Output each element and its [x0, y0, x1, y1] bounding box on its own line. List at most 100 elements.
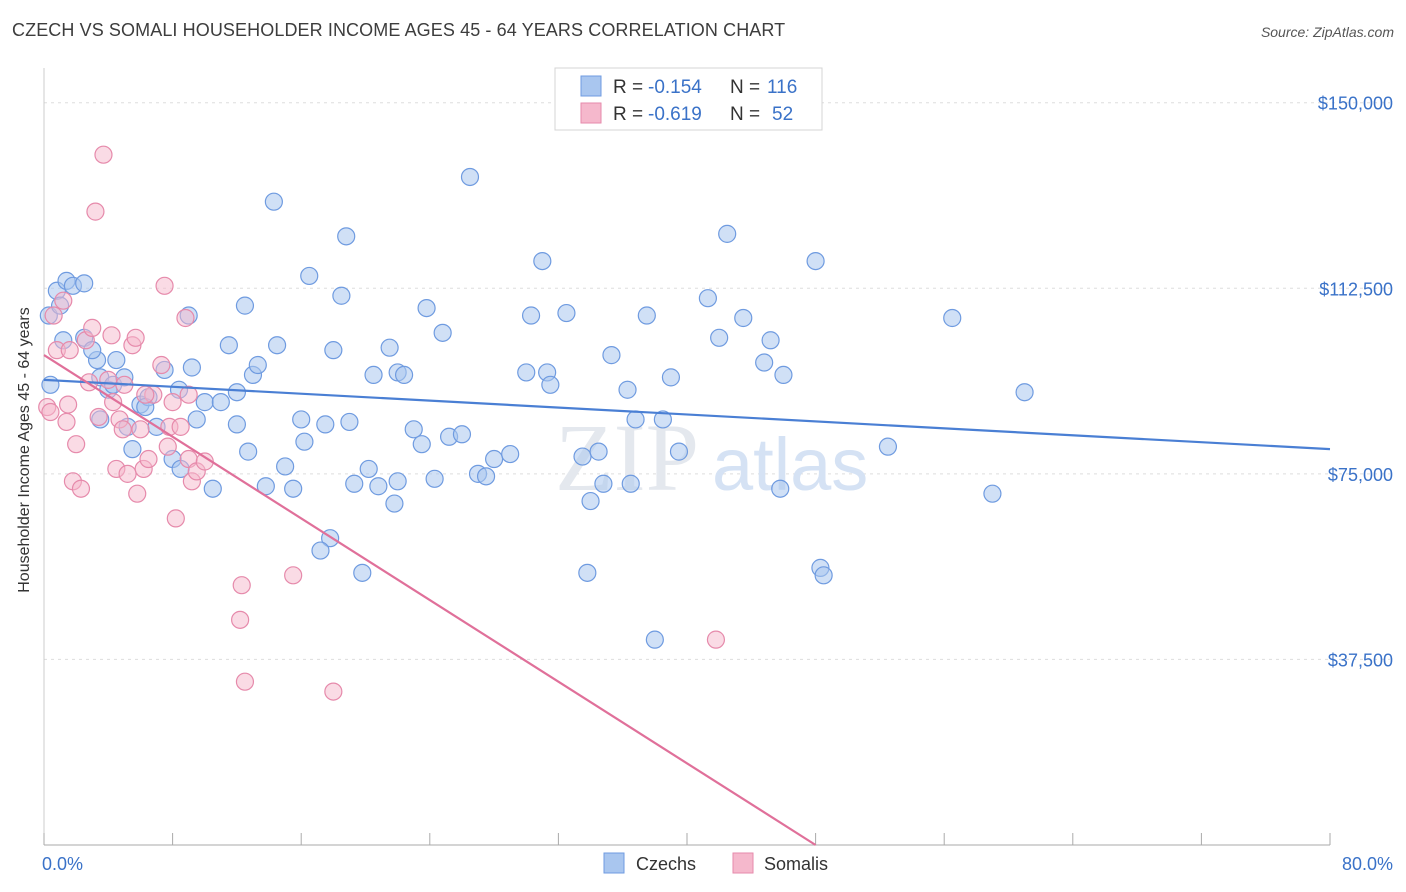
czech-point: [698, 289, 717, 308]
czech-point: [359, 459, 378, 479]
legend-top: R = -0.154 N = 116 R = -0.619 N = 52: [554, 67, 823, 131]
legend-czech-n-label: N =: [730, 77, 760, 98]
somali-point: [44, 306, 63, 325]
y-tick-label: $37,500: [1328, 650, 1393, 670]
legend-czech-r-value: -0.154: [648, 77, 702, 98]
somali-point: [166, 509, 185, 528]
somali-point: [71, 479, 91, 498]
somali-point: [54, 291, 73, 310]
czech-point: [227, 415, 246, 434]
czech-point: [1015, 383, 1034, 402]
somali-point: [67, 435, 86, 454]
chart-title: CZECH VS SOMALI HOUSEHOLDER INCOME AGES …: [12, 20, 786, 40]
czech-point: [182, 358, 201, 377]
czech-point: [292, 410, 311, 429]
y-tick-label: $112,500: [1319, 279, 1393, 299]
czech-point: [626, 410, 645, 429]
czech-point: [324, 341, 343, 360]
czech-point: [718, 224, 737, 243]
somali-point: [232, 576, 251, 595]
czech-point: [364, 365, 383, 385]
y-tick-labels: $37,500 $75,000 $112,500 $150,000: [1318, 94, 1393, 671]
czech-point: [227, 383, 246, 402]
czech-point: [771, 479, 790, 498]
czech-point: [653, 410, 672, 429]
legend-bottom-czech-swatch: [603, 852, 625, 874]
czech-point: [385, 494, 404, 513]
legend-somali-r-value: -0.619: [648, 104, 702, 125]
czech-point: [602, 346, 621, 365]
czech-point: [669, 442, 689, 461]
czech-point: [460, 167, 480, 187]
czech-point: [645, 630, 664, 649]
czech-point: [517, 363, 536, 382]
czech-point: [573, 447, 592, 466]
czech-point: [284, 479, 303, 498]
czech-point: [417, 299, 436, 318]
x-tick-label: 80.0%: [1342, 854, 1393, 874]
somali-point: [57, 412, 76, 432]
czech-point: [433, 323, 452, 342]
czech-point: [761, 331, 780, 350]
somali-point: [104, 393, 123, 412]
gridlines: [44, 102, 1390, 660]
legend-bottom-somali-label: Somalis: [764, 854, 828, 874]
czech-point: [316, 415, 335, 434]
czech-point: [264, 192, 283, 211]
czech-point: [404, 420, 423, 439]
somali-point: [41, 402, 60, 422]
czech-point: [276, 457, 295, 476]
czech-point: [983, 484, 1002, 503]
somali-point: [324, 682, 343, 701]
czech-point: [107, 350, 126, 370]
somali-point: [89, 407, 108, 427]
czech-point: [755, 353, 774, 372]
czech-point: [878, 437, 898, 456]
legend-czech-n-value: 116: [767, 77, 797, 98]
somali-point: [59, 395, 78, 414]
czech-point: [541, 375, 560, 394]
czech-point: [581, 491, 600, 511]
somali-point: [171, 417, 190, 436]
somali-point: [102, 326, 121, 345]
czech-point: [618, 380, 637, 399]
czech-point: [637, 306, 656, 325]
somali-point: [113, 420, 132, 439]
czech-point: [380, 338, 399, 357]
somali-trend-line: [43, 354, 817, 846]
czech-point: [235, 296, 255, 315]
somali-point: [136, 385, 155, 404]
axes: [43, 68, 1331, 846]
czech-point: [203, 479, 222, 498]
czech-point: [425, 469, 444, 488]
czech-point: [267, 336, 287, 355]
somali-point: [231, 610, 250, 629]
somali-point: [139, 449, 158, 469]
czech-point: [345, 474, 364, 493]
y-tick-label: $75,000: [1328, 465, 1393, 485]
czech-point: [211, 393, 230, 412]
czech-point: [353, 563, 372, 582]
czech-point: [337, 227, 356, 246]
czech-point: [412, 435, 431, 454]
legend-bottom-czech-label: Czechs: [636, 854, 696, 874]
czech-point: [388, 472, 407, 491]
legend-somali-n-value: 52: [772, 104, 793, 125]
somali-point: [284, 566, 303, 585]
czech-point: [295, 432, 314, 451]
czech-point: [239, 442, 258, 461]
legend-bottom-somali-swatch: [732, 852, 754, 874]
legend-bottom: Czechs Somalis: [603, 852, 828, 874]
somali-point: [86, 202, 105, 221]
czech-point: [806, 251, 825, 271]
czech-point: [300, 266, 319, 286]
czech-point: [123, 440, 142, 459]
somali-point: [235, 672, 255, 691]
czech-point: [621, 474, 640, 493]
czech-trend-line: [43, 378, 1331, 451]
somali-point: [706, 630, 726, 649]
czech-point: [394, 365, 414, 385]
czech-point: [219, 336, 238, 355]
somali-point: [155, 276, 174, 295]
